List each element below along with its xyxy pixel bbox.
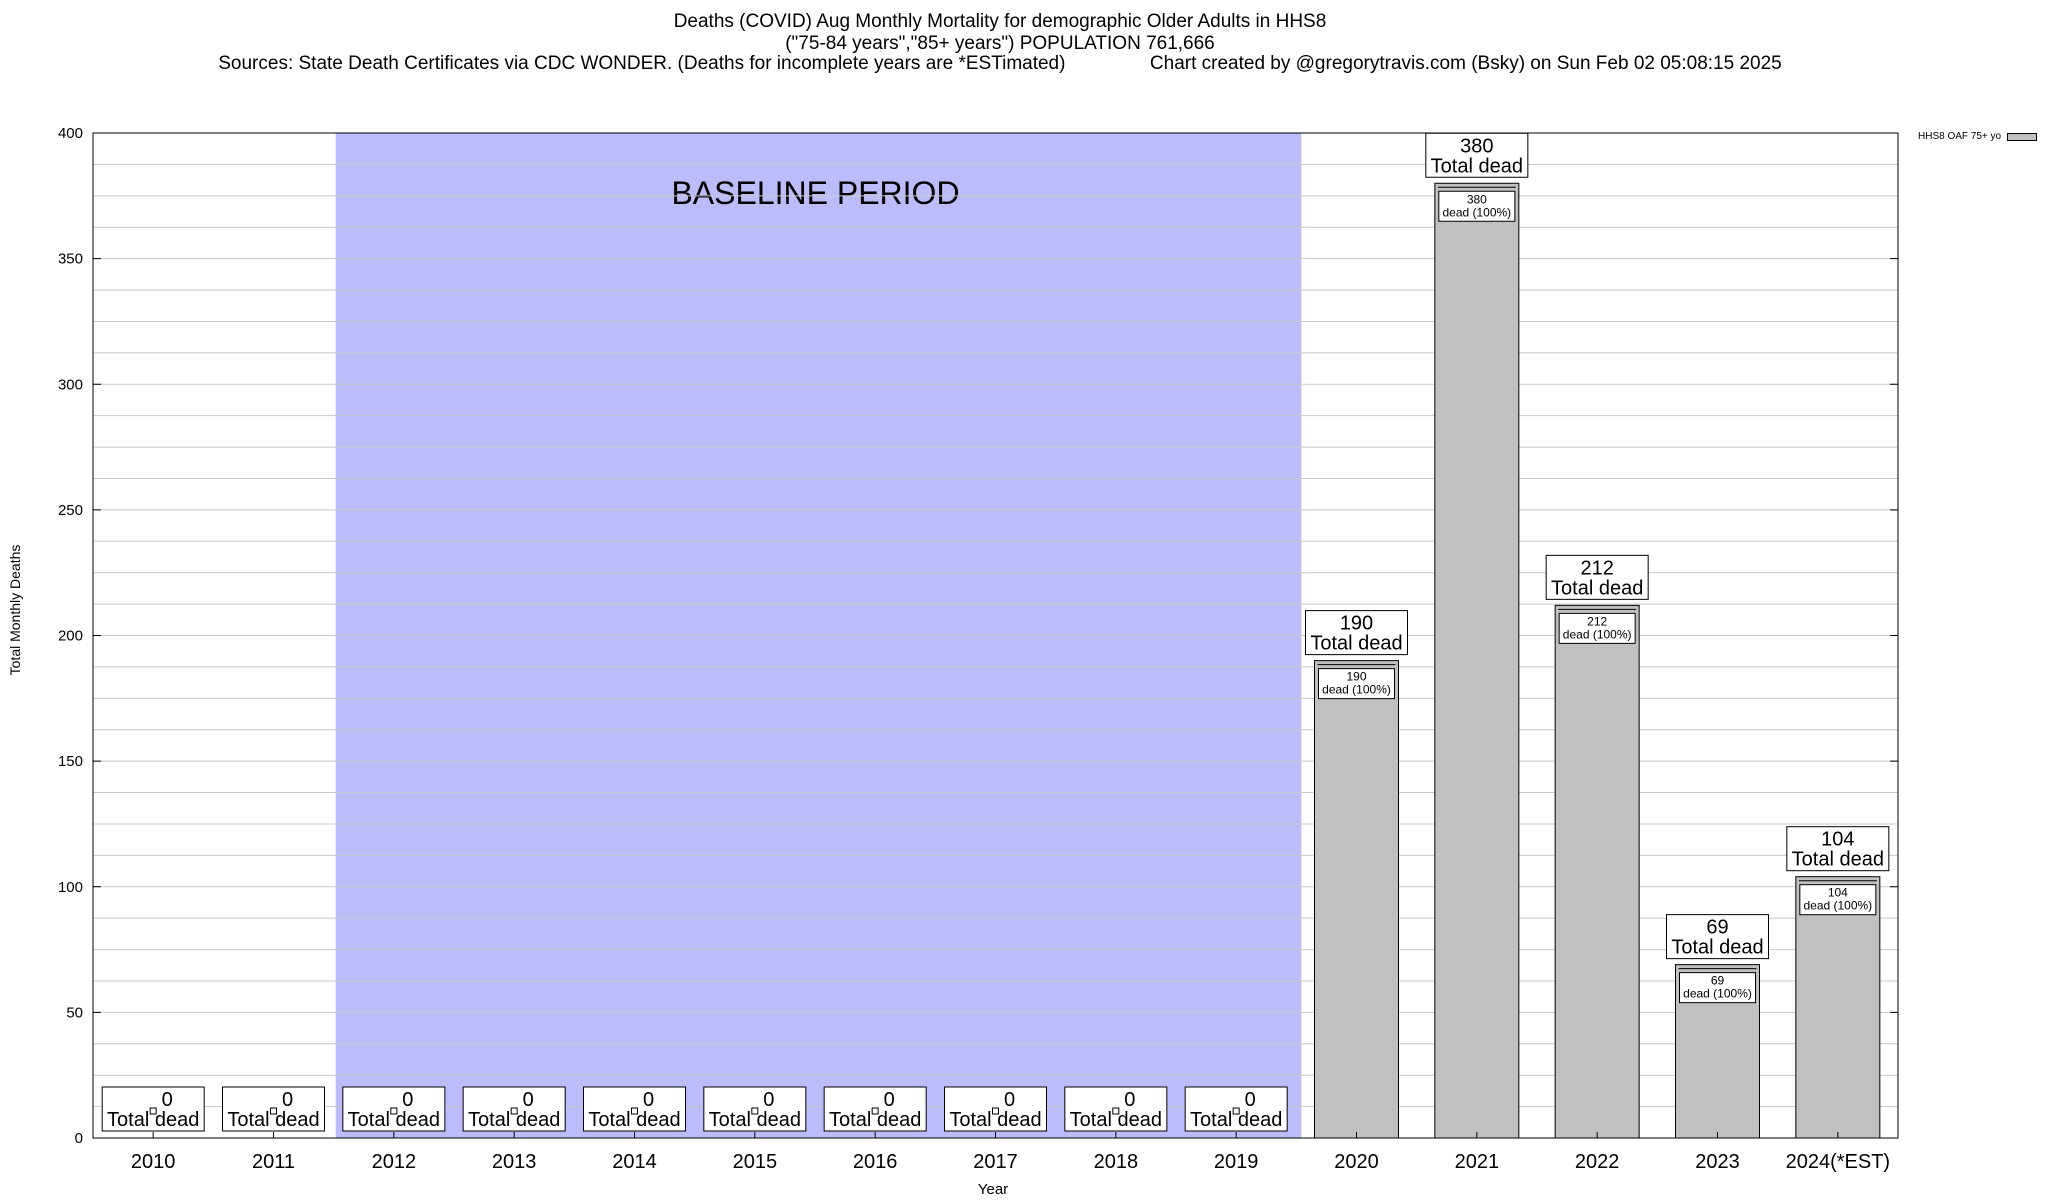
x-tick-label: 2017 [973, 1151, 1018, 1173]
y-tick-label: 350 [58, 251, 83, 268]
x-tick-label: 2024(*EST) [1786, 1151, 1891, 1173]
y-tick-label: 50 [66, 1004, 83, 1021]
zero-marker [1112, 1107, 1120, 1115]
inner-value-label: 104 [1828, 886, 1848, 900]
x-tick-label: 2021 [1455, 1151, 1500, 1173]
x-tick-label: 2014 [612, 1151, 657, 1173]
total-value-label: 0 [1004, 1089, 1015, 1111]
total-label-box [1545, 554, 1649, 600]
x-tick-label: 2011 [252, 1151, 295, 1173]
y-tick-label: 150 [58, 753, 83, 770]
inner-label-box [1558, 612, 1636, 644]
total-dead-label: Total dead [1431, 155, 1523, 177]
legend-entry-label: HHS8 OAF 75+ yo [1918, 131, 2002, 142]
total-label-box [1305, 610, 1408, 656]
total-value-label: 0 [643, 1089, 654, 1111]
total-value-label: 0 [402, 1089, 413, 1111]
zero-marker [871, 1107, 879, 1115]
total-value-label: 212 [1580, 557, 1613, 579]
zero-marker [631, 1107, 638, 1115]
chart-title-line-2: ("75-84 years","85+ years") POPULATION 7… [785, 33, 1215, 54]
total-dead-label: Total dead [709, 1109, 801, 1131]
total-dead-label: Total dead [227, 1109, 319, 1131]
x-tick-label: 2015 [733, 1151, 778, 1173]
total-dead-label: Total dead [348, 1109, 440, 1131]
total-value-label: 0 [1245, 1089, 1256, 1111]
inner-label-box [1679, 972, 1756, 1004]
x-tick-label: 2012 [372, 1151, 417, 1173]
total-value-label: 380 [1460, 135, 1493, 157]
total-value-label: 69 [1706, 917, 1728, 939]
total-dead-label: Total dead [949, 1109, 1041, 1131]
x-tick-label: 2013 [492, 1151, 537, 1173]
zero-marker [992, 1107, 999, 1115]
total-value-label: 104 [1821, 829, 1854, 851]
total-label-box [1666, 914, 1769, 960]
total-label-box [1786, 826, 1890, 872]
bar [1314, 660, 1399, 1139]
y-tick-label: 0 [75, 1130, 83, 1147]
x-tick-label: 2023 [1695, 1151, 1740, 1173]
total-dead-label: Total dead [588, 1109, 680, 1131]
zero-marker [270, 1107, 277, 1115]
y-tick-label: 200 [58, 628, 83, 645]
inner-percent-label: dead (100%) [1803, 899, 1872, 913]
zero-marker [1232, 1107, 1240, 1115]
y-axis-label: Total Monthly Deaths [7, 545, 23, 676]
y-tick-label: 250 [58, 502, 83, 519]
bar [1795, 876, 1881, 1139]
x-tick-label: 2020 [1334, 1151, 1379, 1173]
total-value-label: 0 [282, 1089, 293, 1111]
total-value-label: 0 [162, 1089, 173, 1111]
legend: HHS8 OAF 75+ yo [1918, 131, 2038, 142]
chart-title-line-1: Deaths (COVID) Aug Monthly Mortality for… [673, 11, 1327, 32]
y-tick-label: 100 [58, 879, 83, 896]
x-axis-label: Year [978, 1181, 1008, 1198]
inner-percent-label: dead (100%) [1563, 627, 1632, 641]
chart-title-line-3: Sources: State Death Certificates via CD… [218, 53, 1782, 74]
x-tick-label: 2010 [131, 1151, 176, 1173]
y-tick-label: 400 [58, 125, 83, 142]
total-dead-label: Total dead [1190, 1109, 1282, 1131]
baseline-period-label: BASELINE PERIOD [671, 175, 959, 211]
bar [1434, 182, 1520, 1139]
x-tick-label: 2022 [1575, 1151, 1620, 1173]
total-dead-label: Total dead [1551, 577, 1643, 599]
total-value-label: 0 [884, 1089, 895, 1111]
inner-label-box [1438, 190, 1516, 222]
inner-value-label: 69 [1711, 974, 1725, 988]
inner-label-box [1318, 668, 1395, 700]
total-dead-label: Total dead [1070, 1109, 1162, 1131]
zero-marker [751, 1107, 759, 1115]
total-label-box [1425, 132, 1529, 178]
legend-swatch [2007, 132, 2038, 141]
total-dead-label: Total dead [1671, 937, 1763, 959]
total-dead-label: Total dead [1792, 849, 1884, 871]
zero-marker [149, 1107, 157, 1115]
total-value-label: 0 [763, 1089, 774, 1111]
inner-value-label: 212 [1587, 614, 1607, 628]
zero-marker [510, 1107, 518, 1115]
inner-percent-label: dead (100%) [1683, 987, 1752, 1001]
total-value-label: 0 [523, 1089, 534, 1111]
inner-value-label: 380 [1467, 192, 1487, 206]
inner-value-label: 190 [1346, 670, 1366, 684]
x-tick-label: 2016 [853, 1151, 898, 1173]
x-tick-label: 2019 [1214, 1151, 1259, 1173]
inner-percent-label: dead (100%) [1322, 683, 1391, 697]
bar [1554, 604, 1640, 1139]
x-tick-label: 2018 [1094, 1151, 1139, 1173]
total-dead-label: Total dead [468, 1109, 560, 1131]
total-dead-label: Total dead [107, 1109, 199, 1131]
inner-label-box [1799, 884, 1877, 916]
y-tick-label: 300 [58, 376, 83, 393]
total-dead-label: Total dead [1310, 633, 1402, 655]
inner-percent-label: dead (100%) [1442, 205, 1511, 219]
total-value-label: 190 [1340, 613, 1373, 635]
zero-marker [390, 1107, 398, 1115]
total-dead-label: Total dead [829, 1109, 921, 1131]
total-value-label: 0 [1124, 1089, 1135, 1111]
